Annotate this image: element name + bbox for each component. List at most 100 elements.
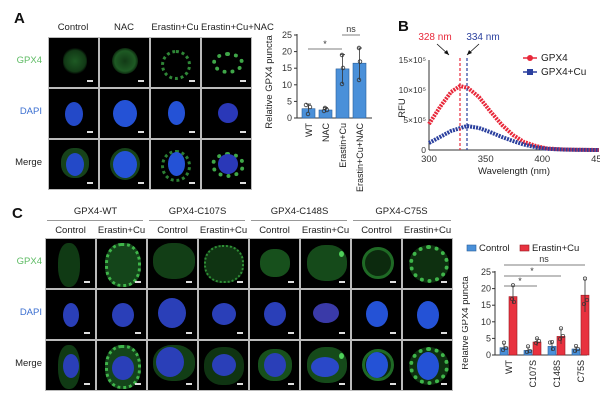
group-gpx4-c148s: GPX4-C148S (270, 206, 329, 217)
cond-c148s-control: Control (259, 225, 290, 236)
panel-a-bar-chart: Relative GPX4 puncta 0 5 10 15 20 25 * n… (264, 24, 372, 192)
micrograph-c-merge-wt-control (45, 340, 96, 391)
micrograph-c-gpx4-wt-control (45, 238, 96, 289)
svg-text:15: 15 (481, 300, 491, 310)
micrograph-gpx4-erastin-cu-nac (201, 37, 252, 88)
panel-a-label: A (14, 10, 25, 27)
svg-text:15: 15 (282, 63, 292, 73)
svg-text:Erastin+Cu: Erastin+Cu (338, 123, 348, 168)
micrograph-c-gpx4-c107s-erastin (198, 238, 249, 289)
micrograph-c-dapi-c107s-control (147, 289, 198, 340)
micrograph-c-dapi-c148s-erastin (300, 289, 351, 340)
micrograph-dapi-control (48, 88, 99, 139)
sig-ns-c: ns (539, 254, 549, 264)
panel-a-row-merge: Merge (15, 157, 42, 168)
micrograph-c-dapi-c107s-erastin (198, 289, 249, 340)
panel-b-line-chart: 328 nm 334 nm RFU 0 5×10⁵ 10×10⁵ 15×10⁵ … (397, 32, 600, 177)
annotation-328nm: 328 nm (418, 32, 451, 43)
micrograph-c-gpx4-c75s-erastin (402, 238, 453, 289)
micrograph-c-merge-wt-erastin (96, 340, 147, 391)
svg-text:5: 5 (287, 96, 292, 106)
panel-a-row-dapi: DAPI (19, 106, 42, 117)
svg-text:10: 10 (481, 317, 491, 327)
panel-c-row-gpx4: GPX4 (16, 256, 42, 267)
panel-c-row-dapi: DAPI (19, 307, 42, 318)
group-gpx4-wt: GPX4-WT (73, 206, 118, 217)
micrograph-gpx4-erastin-cu (150, 37, 201, 88)
svg-text:5: 5 (486, 333, 491, 343)
svg-text:400: 400 (534, 154, 550, 165)
svg-text:300: 300 (421, 154, 437, 165)
panel-a-col-erastin-cu-nac: Erastin+Cu+NAC (201, 22, 274, 33)
panel-c-ylabel: Relative GPX4 puncta (462, 276, 471, 370)
svg-text:NAC: NAC (321, 123, 331, 143)
micrograph-c-dapi-wt-erastin (96, 289, 147, 340)
micrograph-c-gpx4-c148s-erastin (300, 238, 351, 289)
svg-text:0: 0 (486, 350, 491, 360)
svg-text:20: 20 (282, 47, 292, 57)
micrograph-c-merge-c148s-control (249, 340, 300, 391)
micrograph-c-gpx4-c75s-control (351, 238, 402, 289)
panel-a-col-nac: NAC (113, 22, 135, 33)
micrograph-dapi-nac (99, 88, 150, 139)
micrograph-c-dapi-c75s-control (351, 289, 402, 340)
sig-star-c148s: * (530, 266, 534, 276)
panel-c-row-merge: Merge (15, 358, 42, 369)
panel-b-xlabel: Wavelength (nm) (478, 166, 550, 177)
panel-b-label: B (398, 18, 409, 35)
cond-c148s-erastin-cu: Erastin+Cu (301, 225, 350, 236)
svg-text:C75S: C75S (576, 360, 586, 383)
micrograph-c-gpx4-wt-erastin (96, 238, 147, 289)
micrograph-c-dapi-c148s-control (249, 289, 300, 340)
micrograph-merge-nac (99, 139, 150, 190)
panel-c-label: C (12, 205, 23, 222)
panel-a-col-control: Control (57, 22, 89, 33)
cond-c107s-control: Control (157, 225, 188, 236)
micrograph-merge-erastin-cu-nac (201, 139, 252, 190)
legend-erastin-cu: Erastin+Cu (532, 243, 579, 254)
svg-text:0: 0 (287, 113, 292, 123)
svg-text:25: 25 (481, 267, 491, 277)
micrograph-c-dapi-wt-control (45, 289, 96, 340)
micrograph-dapi-erastin-cu-nac (201, 88, 252, 139)
sig-star-c107s: * (518, 276, 522, 286)
svg-text:25: 25 (282, 30, 292, 40)
legend-gpx4: GPX4 (541, 53, 568, 64)
cond-c75s-erastin-cu: Erastin+Cu (403, 225, 452, 236)
micrograph-merge-control (48, 139, 99, 190)
svg-text:C148S: C148S (552, 360, 562, 388)
panel-a-ylabel: Relative GPX4 puncta (264, 35, 275, 129)
micrograph-c-gpx4-c107s-control (147, 238, 198, 289)
svg-text:10: 10 (282, 80, 292, 90)
svg-text:WT: WT (304, 123, 314, 137)
micrograph-c-gpx4-c148s-control (249, 238, 300, 289)
svg-text:0: 0 (421, 145, 426, 155)
panel-a-col-erastin-cu: Erastin+Cu (151, 22, 199, 33)
legend-control: Control (479, 243, 510, 254)
cond-wt-control: Control (55, 225, 86, 236)
panel-c-bar-chart: Control Erastin+Cu Relative GPX4 puncta … (462, 243, 590, 388)
cond-c107s-erastin-cu: Erastin+Cu (199, 225, 248, 236)
svg-text:10×10⁵: 10×10⁵ (399, 85, 426, 95)
legend-gpx4-cu: GPX4+Cu (541, 67, 586, 78)
svg-text:350: 350 (478, 154, 494, 165)
micrograph-c-merge-c75s-erastin (402, 340, 453, 391)
micrograph-c-merge-c148s-erastin (300, 340, 351, 391)
micrograph-c-merge-c107s-erastin (198, 340, 249, 391)
sig-star-a: * (323, 39, 327, 49)
svg-text:WT: WT (504, 360, 514, 374)
micrograph-dapi-erastin-cu (150, 88, 201, 139)
group-gpx4-c107s: GPX4-C107S (168, 206, 227, 217)
svg-text:20: 20 (481, 284, 491, 294)
sig-ns-a: ns (346, 24, 356, 34)
cond-wt-erastin-cu: Erastin+Cu (97, 225, 146, 236)
svg-text:450: 450 (591, 154, 600, 165)
svg-text:C107S: C107S (528, 360, 538, 388)
cond-c75s-control: Control (361, 225, 392, 236)
micrograph-gpx4-control (48, 37, 99, 88)
annotation-334nm: 334 nm (466, 32, 499, 43)
micrograph-c-merge-c75s-control (351, 340, 402, 391)
micrograph-gpx4-nac (99, 37, 150, 88)
svg-text:Erastin+Cu+NAC: Erastin+Cu+NAC (355, 123, 365, 192)
svg-text:5×10⁵: 5×10⁵ (403, 115, 426, 125)
